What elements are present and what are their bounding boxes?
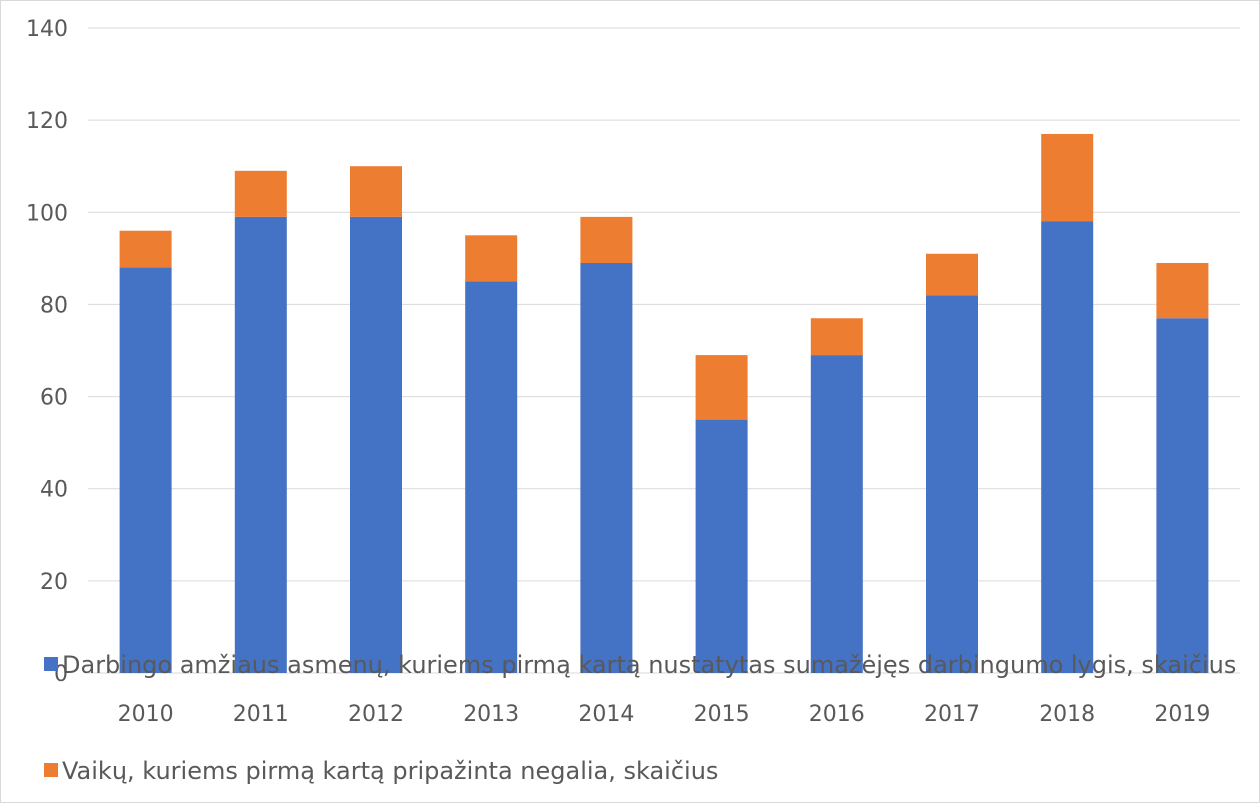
x-tick-label: 2019: [1154, 702, 1210, 727]
bar-2010-series-1: [119, 267, 172, 673]
bar-2014-series-2: [580, 216, 633, 263]
bar-2017-series-1: [926, 295, 978, 673]
x-tick-label: 2013: [463, 702, 519, 727]
bar-2012-series-2: [350, 166, 402, 217]
y-tick-label: 120: [26, 109, 68, 134]
bar-2018-series-2: [1041, 133, 1094, 222]
x-tick-label: 2017: [924, 702, 980, 727]
y-tick-label: 100: [26, 201, 68, 226]
x-tick-label: 2014: [578, 702, 634, 727]
x-tick-label: 2016: [809, 702, 865, 727]
x-tick-label: 2011: [233, 702, 289, 727]
legend-swatch-series-2: [44, 763, 58, 777]
bar-2016-series-2: [810, 318, 863, 356]
bar-2013-series-2: [465, 235, 518, 282]
legend-swatch-series-1: [44, 657, 58, 671]
bars: [119, 133, 1209, 673]
bar-2016-series-1: [810, 355, 863, 673]
y-tick-label: 140: [26, 17, 68, 42]
bar-2015-series-1: [695, 419, 748, 673]
y-tick-label: 60: [40, 386, 68, 411]
legend-label-series-1: Darbingo amžiaus asmenų, kuriems pirmą k…: [62, 651, 1237, 679]
bar-2015-series-2: [695, 355, 748, 420]
bar-2014-series-1: [580, 262, 633, 673]
y-tick-label: 80: [40, 293, 68, 318]
x-tick-label: 2018: [1039, 702, 1095, 727]
y-tick-label: 20: [40, 570, 68, 595]
bar-2018-series-1: [1041, 221, 1094, 673]
x-tick-label: 2012: [348, 702, 404, 727]
legend-item-series-1: Darbingo amžiaus asmenų, kuriems pirmą k…: [44, 650, 1244, 680]
bar-2010-series-2: [119, 230, 172, 268]
x-axis-ticks: 2010 2011 2012 2013 2014 2015 2016 2017 2018 2019: [118, 702, 1211, 727]
bar-2013-series-1: [465, 281, 518, 673]
bar-2017-series-2: [926, 253, 978, 296]
bar-2019-series-1: [1156, 318, 1209, 673]
y-tick-label: 40: [40, 478, 68, 503]
bar-2019-series-2: [1156, 262, 1209, 319]
x-tick-label: 2015: [694, 702, 750, 727]
x-tick-label: 2010: [118, 702, 174, 727]
bar-2012-series-1: [350, 216, 402, 673]
bar-2011-series-2: [234, 170, 287, 217]
bar-2011-series-1: [234, 216, 287, 673]
legend-label-series-2: Vaikų, kuriems pirmą kartą pripažinta ne…: [62, 757, 719, 785]
legend-item-series-2: Vaikų, kuriems pirmą kartą pripažinta ne…: [44, 756, 1244, 786]
